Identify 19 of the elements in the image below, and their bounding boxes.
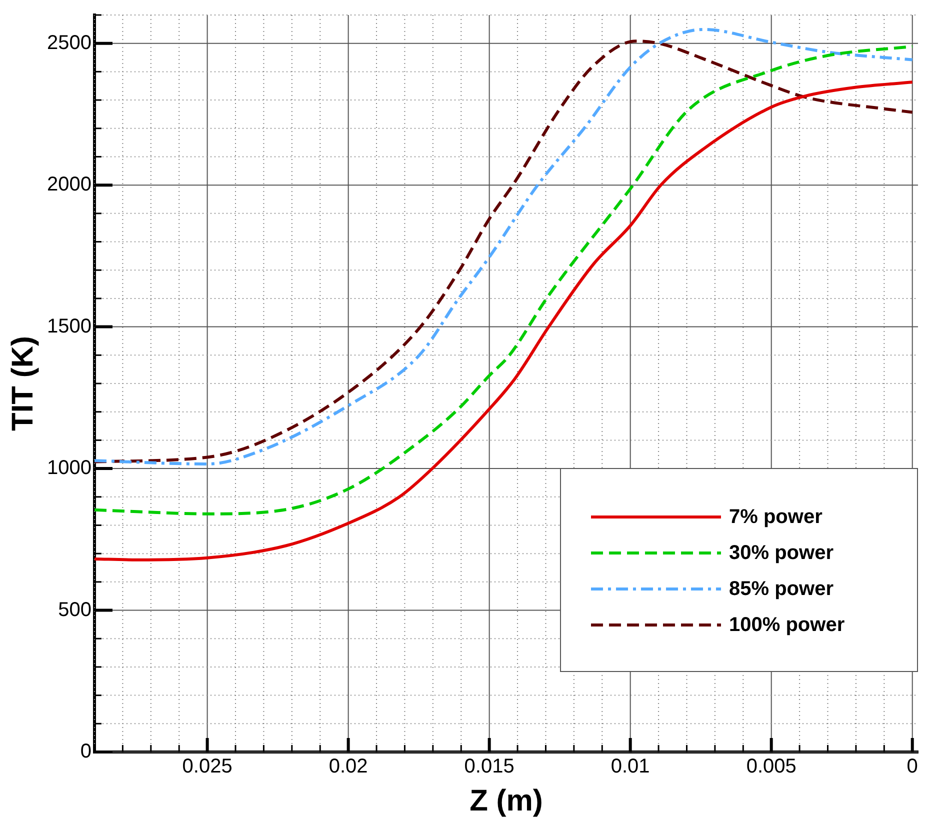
legend-label: 7% power	[729, 506, 822, 528]
y-tick-label: 1500	[46, 315, 92, 338]
x-tick-label: 0.005	[746, 756, 796, 778]
x-tick-label: 0.015	[464, 756, 514, 778]
y-axis-title: TIT (K)	[6, 336, 40, 431]
y-tick-label: 500	[58, 598, 92, 621]
y-tick-label: 2500	[46, 32, 92, 54]
y-tick-label: 2000	[46, 174, 92, 196]
x-tick-label: 0.02	[328, 756, 368, 778]
x-tick-label: 0	[906, 756, 918, 778]
x-axis-title: Z (m)	[470, 784, 543, 818]
x-tick-label: 0.025	[182, 756, 232, 778]
y-tick-label: 0	[80, 740, 92, 763]
legend-label: 85% power	[729, 578, 834, 600]
legend-label: 30% power	[729, 542, 834, 564]
line-series	[94, 80, 914, 562]
x-tick-label: 0.01	[610, 756, 650, 778]
y-tick-label: 1000	[46, 457, 92, 480]
legend-label: 100% power	[729, 614, 845, 636]
